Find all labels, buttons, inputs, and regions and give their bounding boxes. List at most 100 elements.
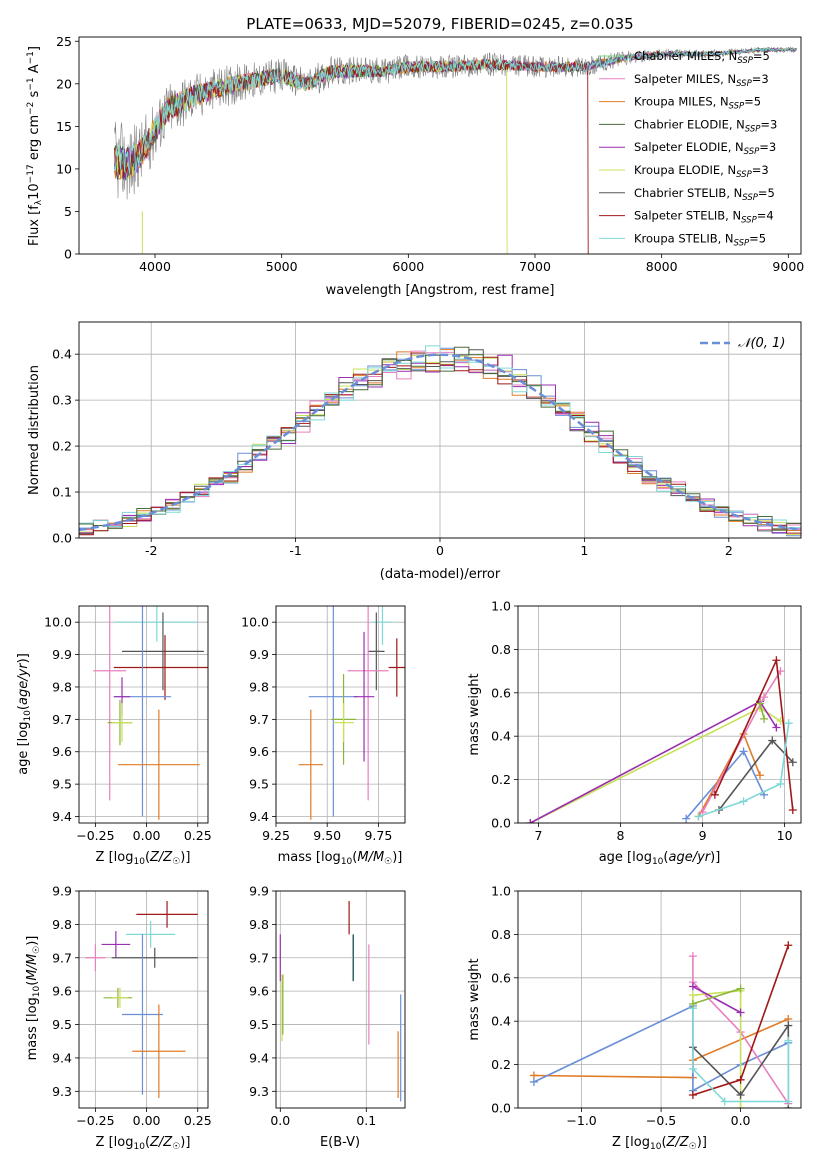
y-axis-label: mass weight (467, 958, 482, 1040)
x-tick-label: −0.25 (76, 1113, 114, 1128)
data-point (688, 999, 697, 1008)
weight-line (692, 956, 789, 1105)
y-tick-label: 0.2 (491, 772, 511, 787)
y-tick-label: 9.3 (249, 1084, 269, 1099)
chart-title: PLATE=0633, MJD=52079, FIBERID=0245, z=0… (246, 15, 633, 33)
y-tick-label: 10 (56, 161, 72, 176)
data-point (772, 656, 781, 665)
data-point (772, 723, 781, 732)
data-point (760, 693, 769, 702)
x-tick-label: 0 (436, 543, 444, 558)
y-tick-label: 25 (56, 34, 72, 49)
x-tick-label: 7000 (519, 259, 551, 274)
panel-mass_weight_vs_Z: −1.0 −0.5 0.0 0.0 0.2 0.4 0.6 0.8 1.0 Z [log10(Z/… (467, 884, 802, 1152)
y-tick-label: 9.9 (249, 884, 269, 899)
y-tick-label: 9.8 (249, 679, 269, 694)
y-tick-label: 9.5 (52, 777, 72, 792)
data-point (739, 747, 748, 756)
x-tick-label: 9.25 (262, 828, 290, 843)
data-point (788, 805, 797, 814)
plot-area-spectrum (114, 46, 798, 254)
x-tick-label: 10 (777, 828, 793, 843)
axes-frame (517, 605, 802, 824)
legend: 𝒩(0, 1) (700, 336, 785, 351)
y-tick-label: 0.4 (491, 729, 511, 744)
plot-area-age_vs_Z (93, 606, 208, 820)
data-point (755, 699, 764, 708)
data-point (688, 1090, 697, 1099)
weight-line (529, 707, 781, 823)
panel-mass_vs_ebv: 0.0 0.1 9.3 9.4 9.5 9.6 9.7 9.8 9.9 E(B-V) (249, 884, 406, 1150)
y-tick-label: 9.4 (52, 1050, 72, 1065)
y-tick-label: 0.6 (491, 685, 511, 700)
data-point (736, 1075, 745, 1084)
data-point (526, 819, 535, 823)
data-point (720, 1097, 729, 1106)
legend-label: Chabrier STELIB, NSSP=5 (634, 186, 775, 203)
panel-spectrum: 4000 5000 6000 7000 8000 9000 0 5 10 15 20 25 Chabri… (26, 34, 804, 298)
legend-label: Chabrier MILES, NSSP=5 (634, 49, 770, 66)
x-tick-label: −0.5 (646, 1113, 676, 1128)
y-tick-label: 9.5 (249, 1017, 269, 1032)
x-tick-label: 5000 (266, 259, 298, 274)
y-tick-label: 9.9 (249, 647, 269, 662)
data-point (739, 797, 748, 806)
x-tick-label: 4000 (139, 259, 171, 274)
axes-frame (78, 890, 209, 1109)
model-spectrum (114, 47, 797, 174)
y-tick-label: 10.0 (241, 615, 269, 630)
data-point (784, 1036, 793, 1045)
y-tick-label: 0.2 (491, 1057, 511, 1072)
y-tick-label: 0.8 (491, 927, 511, 942)
weight-line (692, 985, 741, 1014)
legend-label: Chabrier ELODIE, NSSP=3 (634, 117, 777, 134)
data-point (755, 771, 764, 780)
y-tick-label: 9.5 (249, 777, 269, 792)
y-tick-label: 9.6 (52, 744, 72, 759)
panel-age_vs_Z: −0.25 0.00 0.25 9.4 9.5 9.6 9.7 9.8 9.9 10.0 Z [lo… (16, 605, 212, 867)
plot-area-mass_vs_ebv (279, 901, 402, 1102)
y-tick-label: 9.6 (249, 744, 269, 759)
y-tick-label: 20 (56, 76, 72, 91)
y-tick-label: 0.8 (491, 642, 511, 657)
x-tick-label: 0.00 (133, 1113, 161, 1128)
legend-label: Salpeter ELODIE, NSSP=3 (634, 140, 776, 157)
x-axis-label: E(B-V) (320, 1135, 360, 1150)
data-point (768, 736, 777, 745)
data-point (736, 984, 745, 993)
data-point (760, 714, 769, 723)
axes-frame (517, 890, 802, 1109)
panel-residuals: -2 -1 0 1 2 0.0 0.1 0.2 0.3 0.4 𝒩(0, 1) (data-model… (27, 321, 802, 582)
x-axis-label: mass [log10(M/M☉)] (278, 850, 403, 867)
x-tick-label: 8 (617, 828, 625, 843)
legend-label: Kroupa ELODIE, NSSP=3 (634, 163, 769, 180)
y-tick-label: 9.7 (249, 712, 269, 727)
y-tick-label: 9.6 (249, 984, 269, 999)
x-tick-label: -1 (289, 543, 301, 558)
x-axis-label: Z [log10(Z/Z☉)] (96, 1135, 191, 1152)
model-spectrum (114, 59, 508, 254)
y-tick-label: 0.2 (52, 439, 72, 454)
y-tick-label: 9.6 (52, 984, 72, 999)
y-tick-label: 9.8 (249, 917, 269, 932)
weight-line (692, 987, 741, 1005)
legend-label: Kroupa MILES, NSSP=5 (634, 95, 761, 112)
model-spectrum (114, 58, 589, 254)
y-tick-label: 15 (56, 119, 72, 134)
x-tick-label: 9.50 (313, 828, 341, 843)
x-tick-label: 0.0 (270, 1113, 290, 1128)
data-point (784, 1097, 793, 1106)
legend-label: 𝒩(0, 1) (738, 336, 785, 351)
x-axis-label: (data-model)/error (380, 567, 501, 582)
axes-frame (78, 36, 802, 255)
y-tick-label: 9.3 (52, 1084, 72, 1099)
panel-mass_vs_Z: −0.25 0.00 0.25 9.3 9.4 9.5 9.6 9.7 9.8 9.9 Z [log… (25, 884, 212, 1153)
legend-label: Salpeter STELIB, NSSP=4 (634, 209, 774, 226)
weight-line (685, 749, 765, 820)
y-tick-label: 9.4 (249, 809, 269, 824)
y-tick-label: 0.4 (491, 1014, 511, 1029)
y-tick-label: 1.0 (491, 599, 511, 614)
x-axis-label: age [log10(age/yr)] (599, 850, 721, 867)
y-tick-label: 9.7 (52, 712, 72, 727)
